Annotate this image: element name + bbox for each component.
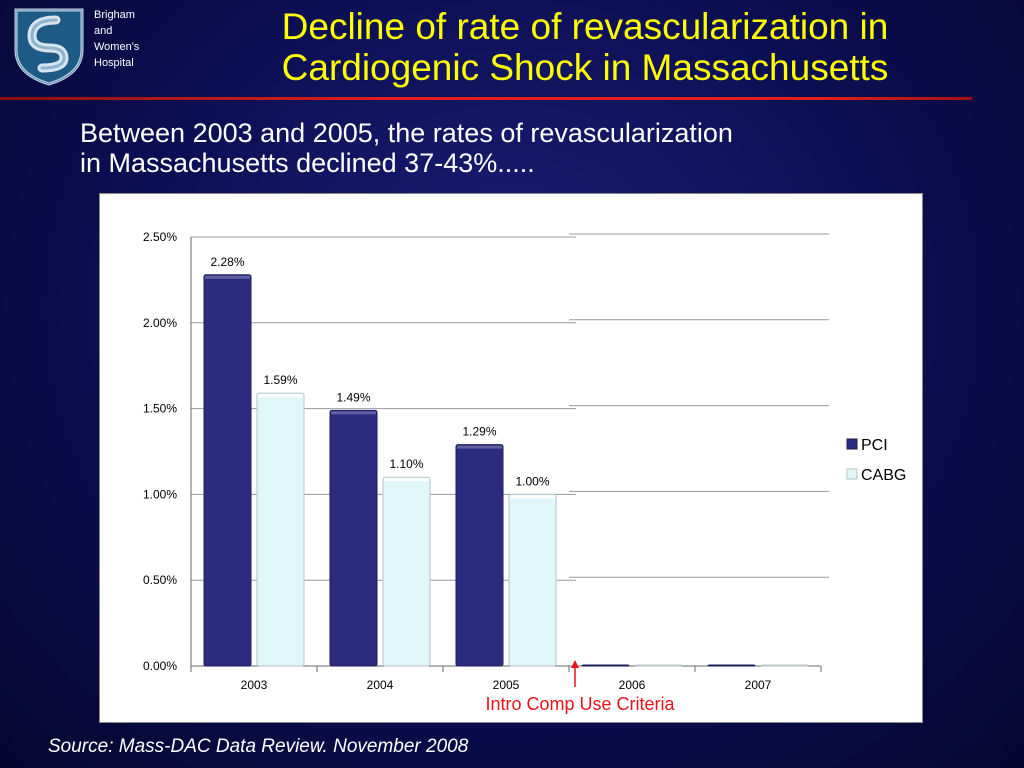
subtitle-line: Between 2003 and 2005, the rates of reva… xyxy=(80,118,733,148)
bar-highlight xyxy=(258,394,303,398)
bar-cabg xyxy=(256,392,305,667)
y-tick-label: 2.50% xyxy=(143,230,177,244)
bar-chart: 0.00% 0.50% 1.00% 1.50% 2.00% 2.50% 2.28% 1.59%… xyxy=(143,230,906,714)
legend-swatch-pci xyxy=(846,438,858,450)
data-label: 1.59% xyxy=(263,373,297,387)
bar-pci xyxy=(203,274,252,667)
y-tick-label: 0.00% xyxy=(143,659,177,673)
bar-pci xyxy=(455,444,504,667)
subtitle-line: in Massachusetts declined 37-43%..... xyxy=(80,148,535,178)
slide-title: Decline of rate of revascularization in … xyxy=(160,6,1010,88)
x-tick-label: 2005 xyxy=(493,678,520,692)
y-tick-label: 1.50% xyxy=(143,402,177,416)
data-label: 1.00% xyxy=(515,474,549,488)
bar-cabg xyxy=(634,664,683,667)
y-tick-label: 2.00% xyxy=(143,316,177,330)
bar-highlight xyxy=(331,411,376,415)
bar-highlight xyxy=(510,495,555,499)
data-label: 1.29% xyxy=(462,425,496,439)
data-label: 1.10% xyxy=(389,457,423,471)
organization-name: Brigham and Women's Hospital xyxy=(94,7,139,71)
org-line: Brigham xyxy=(94,9,135,21)
legend-label-pci: PCI xyxy=(861,437,888,454)
org-line: Women's xyxy=(94,41,140,53)
bar-highlight xyxy=(457,445,502,449)
annotation-arrowhead xyxy=(571,660,579,668)
x-tick-label: 2006 xyxy=(619,678,646,692)
bar-pci xyxy=(581,664,630,667)
bar-pci xyxy=(707,664,756,667)
chart-panel: 0.00% 0.50% 1.00% 1.50% 2.00% 2.50% 2.28% 1.59%… xyxy=(99,193,923,723)
bar-highlight xyxy=(384,478,429,482)
x-tick-label: 2003 xyxy=(241,678,268,692)
data-label: 1.49% xyxy=(336,390,370,404)
annotation-text: Intro Comp Use Criteria xyxy=(485,694,675,714)
y-tick-label: 1.00% xyxy=(143,487,177,501)
bar-cabg xyxy=(382,476,431,667)
hospital-logo-icon xyxy=(14,8,84,86)
source-note: Source: Mass-DAC Data Review. November 2… xyxy=(48,736,469,757)
bar-cabg xyxy=(760,664,809,667)
x-tick-label: 2004 xyxy=(367,678,394,692)
y-tick-label: 0.50% xyxy=(143,573,177,587)
title-line: Decline of rate of revascularization in xyxy=(281,6,889,47)
bar-pci xyxy=(329,409,378,667)
legend-label-cabg: CABG xyxy=(861,467,906,484)
slide-subtitle: Between 2003 and 2005, the rates of reva… xyxy=(80,118,940,178)
bar-cabg xyxy=(508,493,557,667)
title-divider xyxy=(0,97,972,100)
bar-highlight xyxy=(205,275,250,279)
x-tick-label: 2007 xyxy=(745,678,772,692)
org-line: and xyxy=(94,25,113,37)
title-line: Cardiogenic Shock in Massachusetts xyxy=(281,47,889,88)
org-line: Hospital xyxy=(94,57,134,69)
legend-swatch-cabg xyxy=(846,468,858,480)
data-label: 2.28% xyxy=(210,255,244,269)
